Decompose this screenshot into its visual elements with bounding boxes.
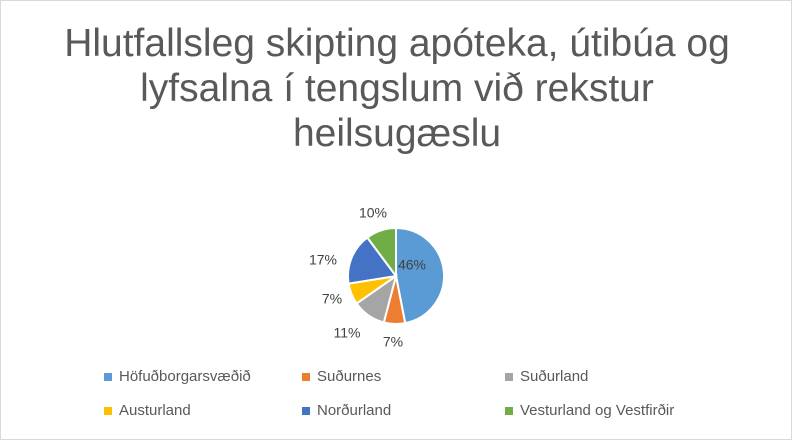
pie-slice — [347, 236, 398, 285]
data-label: 10% — [359, 205, 387, 221]
data-label: 7% — [383, 334, 403, 350]
data-label: 46% — [398, 257, 426, 273]
chart-title: Hlutfallsleg skipting apóteka, útibúa og… — [64, 22, 730, 155]
data-label: 17% — [309, 252, 337, 268]
data-label: 7% — [322, 291, 342, 307]
data-label: 11% — [334, 325, 361, 341]
pie-slice — [395, 226, 445, 325]
pie-slice — [365, 226, 397, 280]
